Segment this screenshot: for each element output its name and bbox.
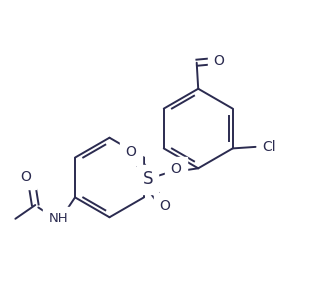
Text: O: O bbox=[214, 54, 224, 68]
Text: S: S bbox=[142, 170, 153, 188]
Text: NH: NH bbox=[48, 212, 68, 225]
Text: O: O bbox=[20, 170, 31, 184]
Text: Cl: Cl bbox=[262, 140, 276, 154]
Text: O: O bbox=[159, 199, 170, 213]
Text: O: O bbox=[171, 162, 182, 176]
Text: O: O bbox=[125, 145, 136, 159]
